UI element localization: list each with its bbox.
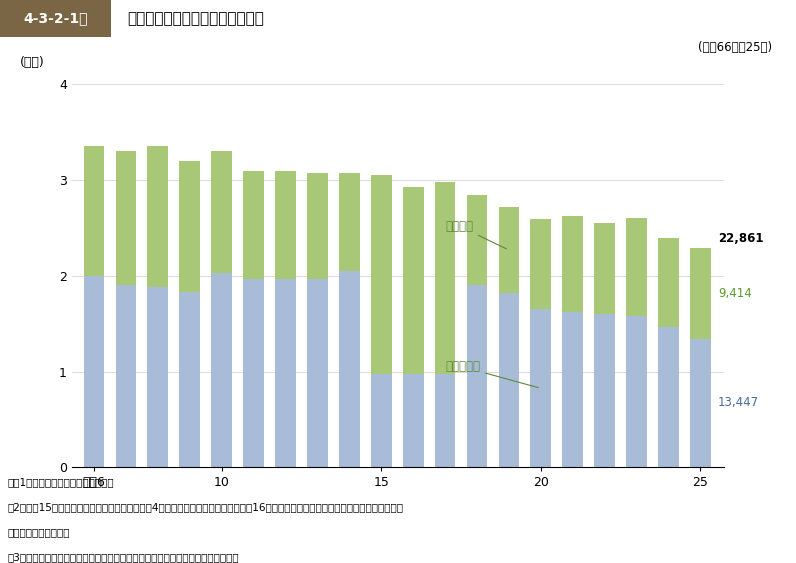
Bar bbox=[498, 207, 519, 293]
Bar bbox=[115, 151, 136, 285]
Bar bbox=[339, 172, 360, 271]
Bar bbox=[179, 292, 200, 467]
Bar bbox=[403, 374, 423, 467]
Bar bbox=[179, 161, 200, 292]
Text: (万人): (万人) bbox=[19, 56, 44, 69]
Text: 注　1　警察庁刑事局の資料による。: 注 1 警察庁刑事局の資料による。 bbox=[8, 477, 115, 487]
Text: 13,447: 13,447 bbox=[718, 396, 759, 409]
Bar bbox=[84, 146, 104, 276]
Bar bbox=[435, 374, 455, 467]
Bar bbox=[626, 218, 647, 316]
Bar bbox=[466, 285, 487, 467]
Bar bbox=[530, 220, 551, 309]
Bar bbox=[595, 223, 615, 314]
Text: 4-3-2-1図: 4-3-2-1図 bbox=[23, 11, 88, 25]
Text: 22,861: 22,861 bbox=[718, 231, 763, 245]
Bar bbox=[115, 285, 136, 467]
Bar bbox=[403, 187, 423, 374]
Text: 3　「暴力団構成員等」は，暴力団構成員及び准構成員その他の周辺者をいう。: 3 「暴力団構成員等」は，暴力団構成員及び准構成員その他の周辺者をいう。 bbox=[8, 552, 240, 562]
Bar bbox=[658, 327, 679, 467]
Bar bbox=[275, 279, 296, 467]
Bar bbox=[498, 293, 519, 467]
Bar bbox=[595, 314, 615, 467]
Bar bbox=[690, 338, 711, 467]
Text: 特別法犯: 特別法犯 bbox=[445, 220, 506, 249]
Bar bbox=[690, 248, 711, 338]
Bar bbox=[244, 279, 264, 467]
Bar bbox=[530, 309, 551, 467]
Bar bbox=[371, 374, 392, 467]
Bar bbox=[275, 171, 296, 279]
Bar bbox=[339, 271, 360, 467]
Bar bbox=[147, 287, 168, 467]
Text: 9,414: 9,414 bbox=[718, 287, 751, 300]
Text: (平成66年～25年): (平成66年～25年) bbox=[698, 41, 772, 55]
Bar bbox=[244, 171, 264, 279]
Text: 2　平成15年までは，一般刑法犯及び交通関係4法令違反を除く特別法犯に限り，16年以降は，一般刑法犯及び交通法令違反を除く特: 2 平成15年までは，一般刑法犯及び交通関係4法令違反を除く特別法犯に限り，16… bbox=[8, 502, 404, 512]
Text: 一般刑法犯: 一般刑法犯 bbox=[445, 360, 538, 387]
Bar bbox=[626, 316, 647, 467]
Bar bbox=[371, 176, 392, 374]
Bar bbox=[563, 312, 583, 467]
Bar bbox=[211, 273, 232, 467]
Bar bbox=[211, 151, 232, 273]
Bar bbox=[466, 195, 487, 285]
Bar bbox=[435, 182, 455, 374]
Bar bbox=[563, 216, 583, 312]
Bar bbox=[147, 146, 168, 287]
Bar bbox=[307, 172, 328, 279]
Text: 暴力団構成員等の検挙人員の推移: 暴力団構成員等の検挙人員の推移 bbox=[127, 11, 264, 26]
Bar bbox=[0, 0, 111, 37]
Text: 別法犯に限る。: 別法犯に限る。 bbox=[8, 527, 71, 537]
Bar bbox=[307, 279, 328, 467]
Bar bbox=[84, 276, 104, 467]
Bar bbox=[658, 238, 679, 327]
